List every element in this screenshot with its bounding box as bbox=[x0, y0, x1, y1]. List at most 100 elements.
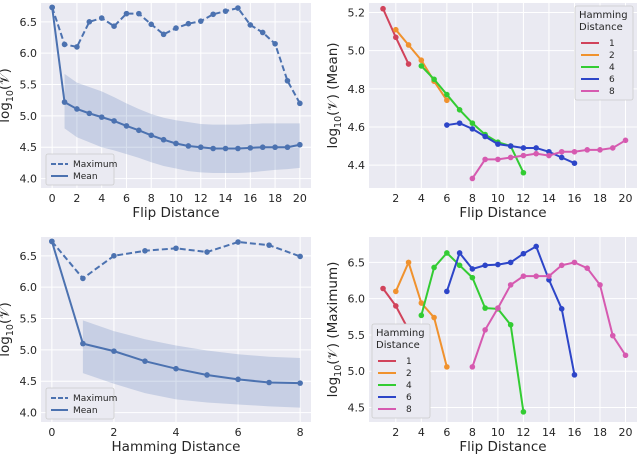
x-tick-label: 10 bbox=[491, 192, 505, 205]
data-point bbox=[482, 133, 488, 140]
data-point bbox=[111, 118, 117, 124]
x-tick-label: 2 bbox=[392, 426, 399, 439]
data-point bbox=[222, 8, 229, 14]
y-tick-label: 4.5 bbox=[20, 141, 38, 154]
data-point bbox=[456, 250, 463, 256]
y-axis-label: log10(𝒱) (Maximum) bbox=[325, 262, 344, 398]
data-point bbox=[469, 266, 476, 272]
x-tick-label: 4 bbox=[418, 426, 425, 439]
data-point bbox=[380, 5, 386, 12]
data-point bbox=[235, 5, 241, 11]
data-point bbox=[533, 273, 539, 279]
data-point bbox=[297, 141, 303, 148]
x-tick-label: 0 bbox=[49, 192, 56, 205]
data-point bbox=[210, 11, 216, 18]
data-point bbox=[520, 409, 527, 415]
data-point bbox=[247, 145, 254, 151]
data-point bbox=[173, 140, 179, 147]
x-tick-label: 6 bbox=[443, 192, 450, 205]
data-point bbox=[393, 288, 399, 295]
data-point bbox=[456, 107, 463, 113]
data-point bbox=[609, 332, 616, 339]
x-tick-label: 14 bbox=[542, 426, 556, 439]
x-tick-label: 20 bbox=[619, 426, 633, 439]
data-point bbox=[80, 275, 86, 282]
legend bbox=[45, 153, 115, 186]
data-point bbox=[197, 144, 204, 151]
y-tick-label: 6.0 bbox=[348, 293, 366, 306]
data-point bbox=[49, 238, 55, 245]
data-point bbox=[123, 123, 130, 129]
data-point bbox=[142, 247, 148, 254]
legend-label: Maximum bbox=[73, 394, 117, 404]
x-tick-label: 8 bbox=[469, 192, 476, 205]
data-point bbox=[444, 288, 450, 295]
data-point bbox=[520, 273, 527, 279]
data-point bbox=[380, 285, 386, 292]
x-tick-label: 2 bbox=[110, 426, 117, 439]
legend bbox=[574, 5, 634, 101]
legend-label: 6 bbox=[406, 393, 412, 403]
data-point bbox=[405, 259, 412, 266]
x-tick-label: 10 bbox=[491, 426, 505, 439]
data-point bbox=[80, 340, 86, 347]
y-axis-label: log10(𝒱) (Mean) bbox=[325, 42, 344, 148]
legend-label: Mean bbox=[73, 172, 98, 182]
data-point bbox=[197, 18, 204, 24]
data-point bbox=[393, 303, 399, 309]
x-tick-label: 8 bbox=[148, 192, 155, 205]
data-point bbox=[495, 141, 501, 147]
data-point bbox=[482, 156, 488, 163]
data-point bbox=[609, 145, 616, 151]
data-point bbox=[259, 144, 266, 151]
data-point bbox=[469, 274, 476, 281]
data-point bbox=[507, 321, 514, 328]
data-point bbox=[444, 364, 450, 370]
legend-label: Mean bbox=[73, 406, 98, 416]
data-point bbox=[49, 4, 55, 11]
x-tick-label: 4 bbox=[98, 192, 105, 205]
legend-label: 4 bbox=[609, 63, 615, 73]
data-point bbox=[469, 364, 476, 370]
data-point bbox=[235, 145, 241, 152]
data-point bbox=[444, 97, 450, 104]
data-point bbox=[507, 259, 514, 266]
data-point bbox=[418, 300, 425, 306]
x-tick-label: 18 bbox=[268, 192, 282, 205]
y-tick-label: 4.5 bbox=[348, 401, 366, 414]
data-point bbox=[520, 250, 527, 257]
data-point bbox=[123, 10, 130, 17]
data-point bbox=[431, 314, 437, 321]
data-point bbox=[444, 250, 450, 256]
legend-title: Distance bbox=[376, 340, 420, 351]
data-point bbox=[546, 273, 552, 279]
x-tick-label: 16 bbox=[567, 426, 581, 439]
data-point bbox=[597, 147, 603, 153]
data-point bbox=[533, 150, 539, 157]
data-point bbox=[297, 253, 303, 260]
data-point bbox=[431, 76, 437, 83]
data-point bbox=[185, 20, 192, 27]
data-point bbox=[418, 63, 425, 69]
data-point bbox=[266, 242, 272, 248]
data-point bbox=[284, 77, 291, 84]
data-point bbox=[558, 306, 565, 312]
legend-label: 6 bbox=[609, 75, 615, 85]
legend bbox=[45, 387, 115, 420]
data-point bbox=[482, 305, 488, 311]
chart-panel-1: 0 2 4 6 8 10 12 14 16 18 20 4.0 4.5 5.0 5.5 6.0 6.5 Flip … bbox=[0, 3, 311, 221]
data-point bbox=[173, 365, 179, 372]
data-point bbox=[160, 31, 167, 38]
legend-label: 4 bbox=[406, 381, 412, 391]
legend-label: Maximum bbox=[73, 160, 117, 170]
data-point bbox=[444, 91, 450, 98]
x-tick-label: 4 bbox=[418, 192, 425, 205]
data-point bbox=[520, 152, 527, 159]
data-point bbox=[469, 126, 476, 132]
data-point bbox=[456, 262, 463, 269]
data-point bbox=[136, 10, 142, 17]
x-tick-label: 12 bbox=[194, 192, 208, 205]
data-point bbox=[584, 147, 591, 153]
x-tick-label: 16 bbox=[567, 192, 581, 205]
data-point bbox=[456, 120, 463, 126]
